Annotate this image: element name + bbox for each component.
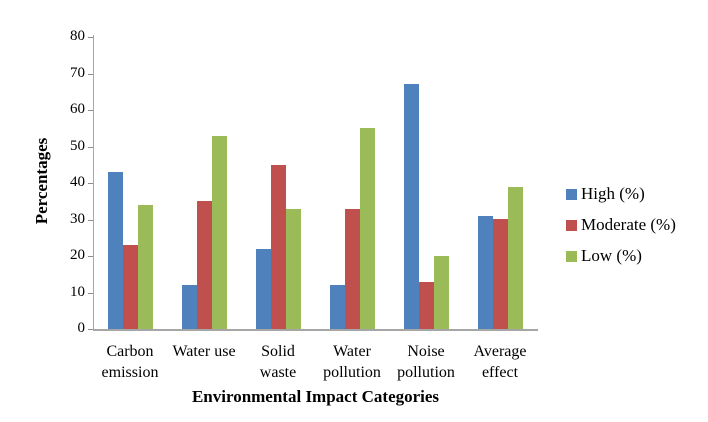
y-tick-mark — [88, 292, 93, 294]
bar-moderate-5 — [493, 219, 508, 329]
bar-high-3 — [330, 285, 345, 329]
bar-low-0 — [138, 205, 153, 329]
bar-low-1 — [212, 136, 227, 329]
y-tick-mark — [88, 256, 93, 257]
y-tick-label: 50 — [70, 137, 85, 154]
y-tick-mark — [88, 219, 93, 221]
legend-label: Moderate (%) — [581, 215, 676, 234]
legend-swatch-icon — [566, 188, 577, 200]
legend-item: Low (%) — [566, 247, 676, 265]
category-label: Carbon emission — [101, 343, 159, 381]
category-label: Water use — [172, 343, 236, 360]
y-tick-label: 40 — [70, 174, 85, 190]
x-axis-title: Environmental Impact Categories — [191, 387, 440, 406]
legend: High (%) Moderate (%) Low (%) — [566, 185, 676, 278]
y-tick-mark — [88, 37, 93, 38]
y-tick-mark — [88, 146, 93, 148]
category-label: Water pollution — [323, 343, 381, 381]
legend-swatch-icon — [566, 219, 577, 231]
bar-low-2 — [286, 209, 301, 329]
bar-moderate-1 — [197, 201, 212, 329]
legend-item: Moderate (%) — [566, 216, 676, 234]
y-tick-label: 60 — [70, 101, 85, 117]
bar-moderate-0 — [123, 245, 138, 329]
x-axis-line — [93, 329, 538, 331]
y-tick-label: 20 — [70, 247, 85, 263]
y-tick-mark — [88, 329, 93, 330]
bar-moderate-4 — [419, 282, 434, 329]
y-tick-label: 30 — [70, 210, 85, 227]
legend-label: High (%) — [581, 184, 645, 203]
bar-moderate-3 — [345, 209, 360, 329]
legend-label: Low (%) — [581, 246, 642, 265]
bar-low-4 — [434, 256, 449, 329]
legend-swatch-icon — [566, 250, 577, 262]
bar-high-1 — [182, 285, 197, 329]
bar-high-2 — [256, 249, 271, 329]
bar-high-4 — [404, 84, 419, 329]
bar-low-3 — [360, 128, 375, 329]
y-tick-label: 70 — [70, 64, 85, 81]
category-label: Noise pollution — [397, 343, 455, 381]
y-tick-mark — [88, 73, 93, 75]
bar-high-0 — [108, 172, 123, 329]
y-tick-label: 10 — [70, 283, 85, 300]
bar-low-5 — [508, 187, 523, 329]
y-tick-label: 80 — [70, 28, 85, 44]
legend-item: High (%) — [566, 185, 676, 203]
bar-high-5 — [478, 216, 493, 329]
category-label: Solid waste — [259, 343, 297, 381]
y-tick-mark — [88, 183, 93, 184]
y-axis-line — [93, 35, 94, 330]
category-label: Average effect — [473, 343, 527, 381]
y-tick-label: 0 — [77, 320, 86, 336]
bar-moderate-2 — [271, 165, 286, 329]
y-tick-mark — [88, 110, 93, 111]
